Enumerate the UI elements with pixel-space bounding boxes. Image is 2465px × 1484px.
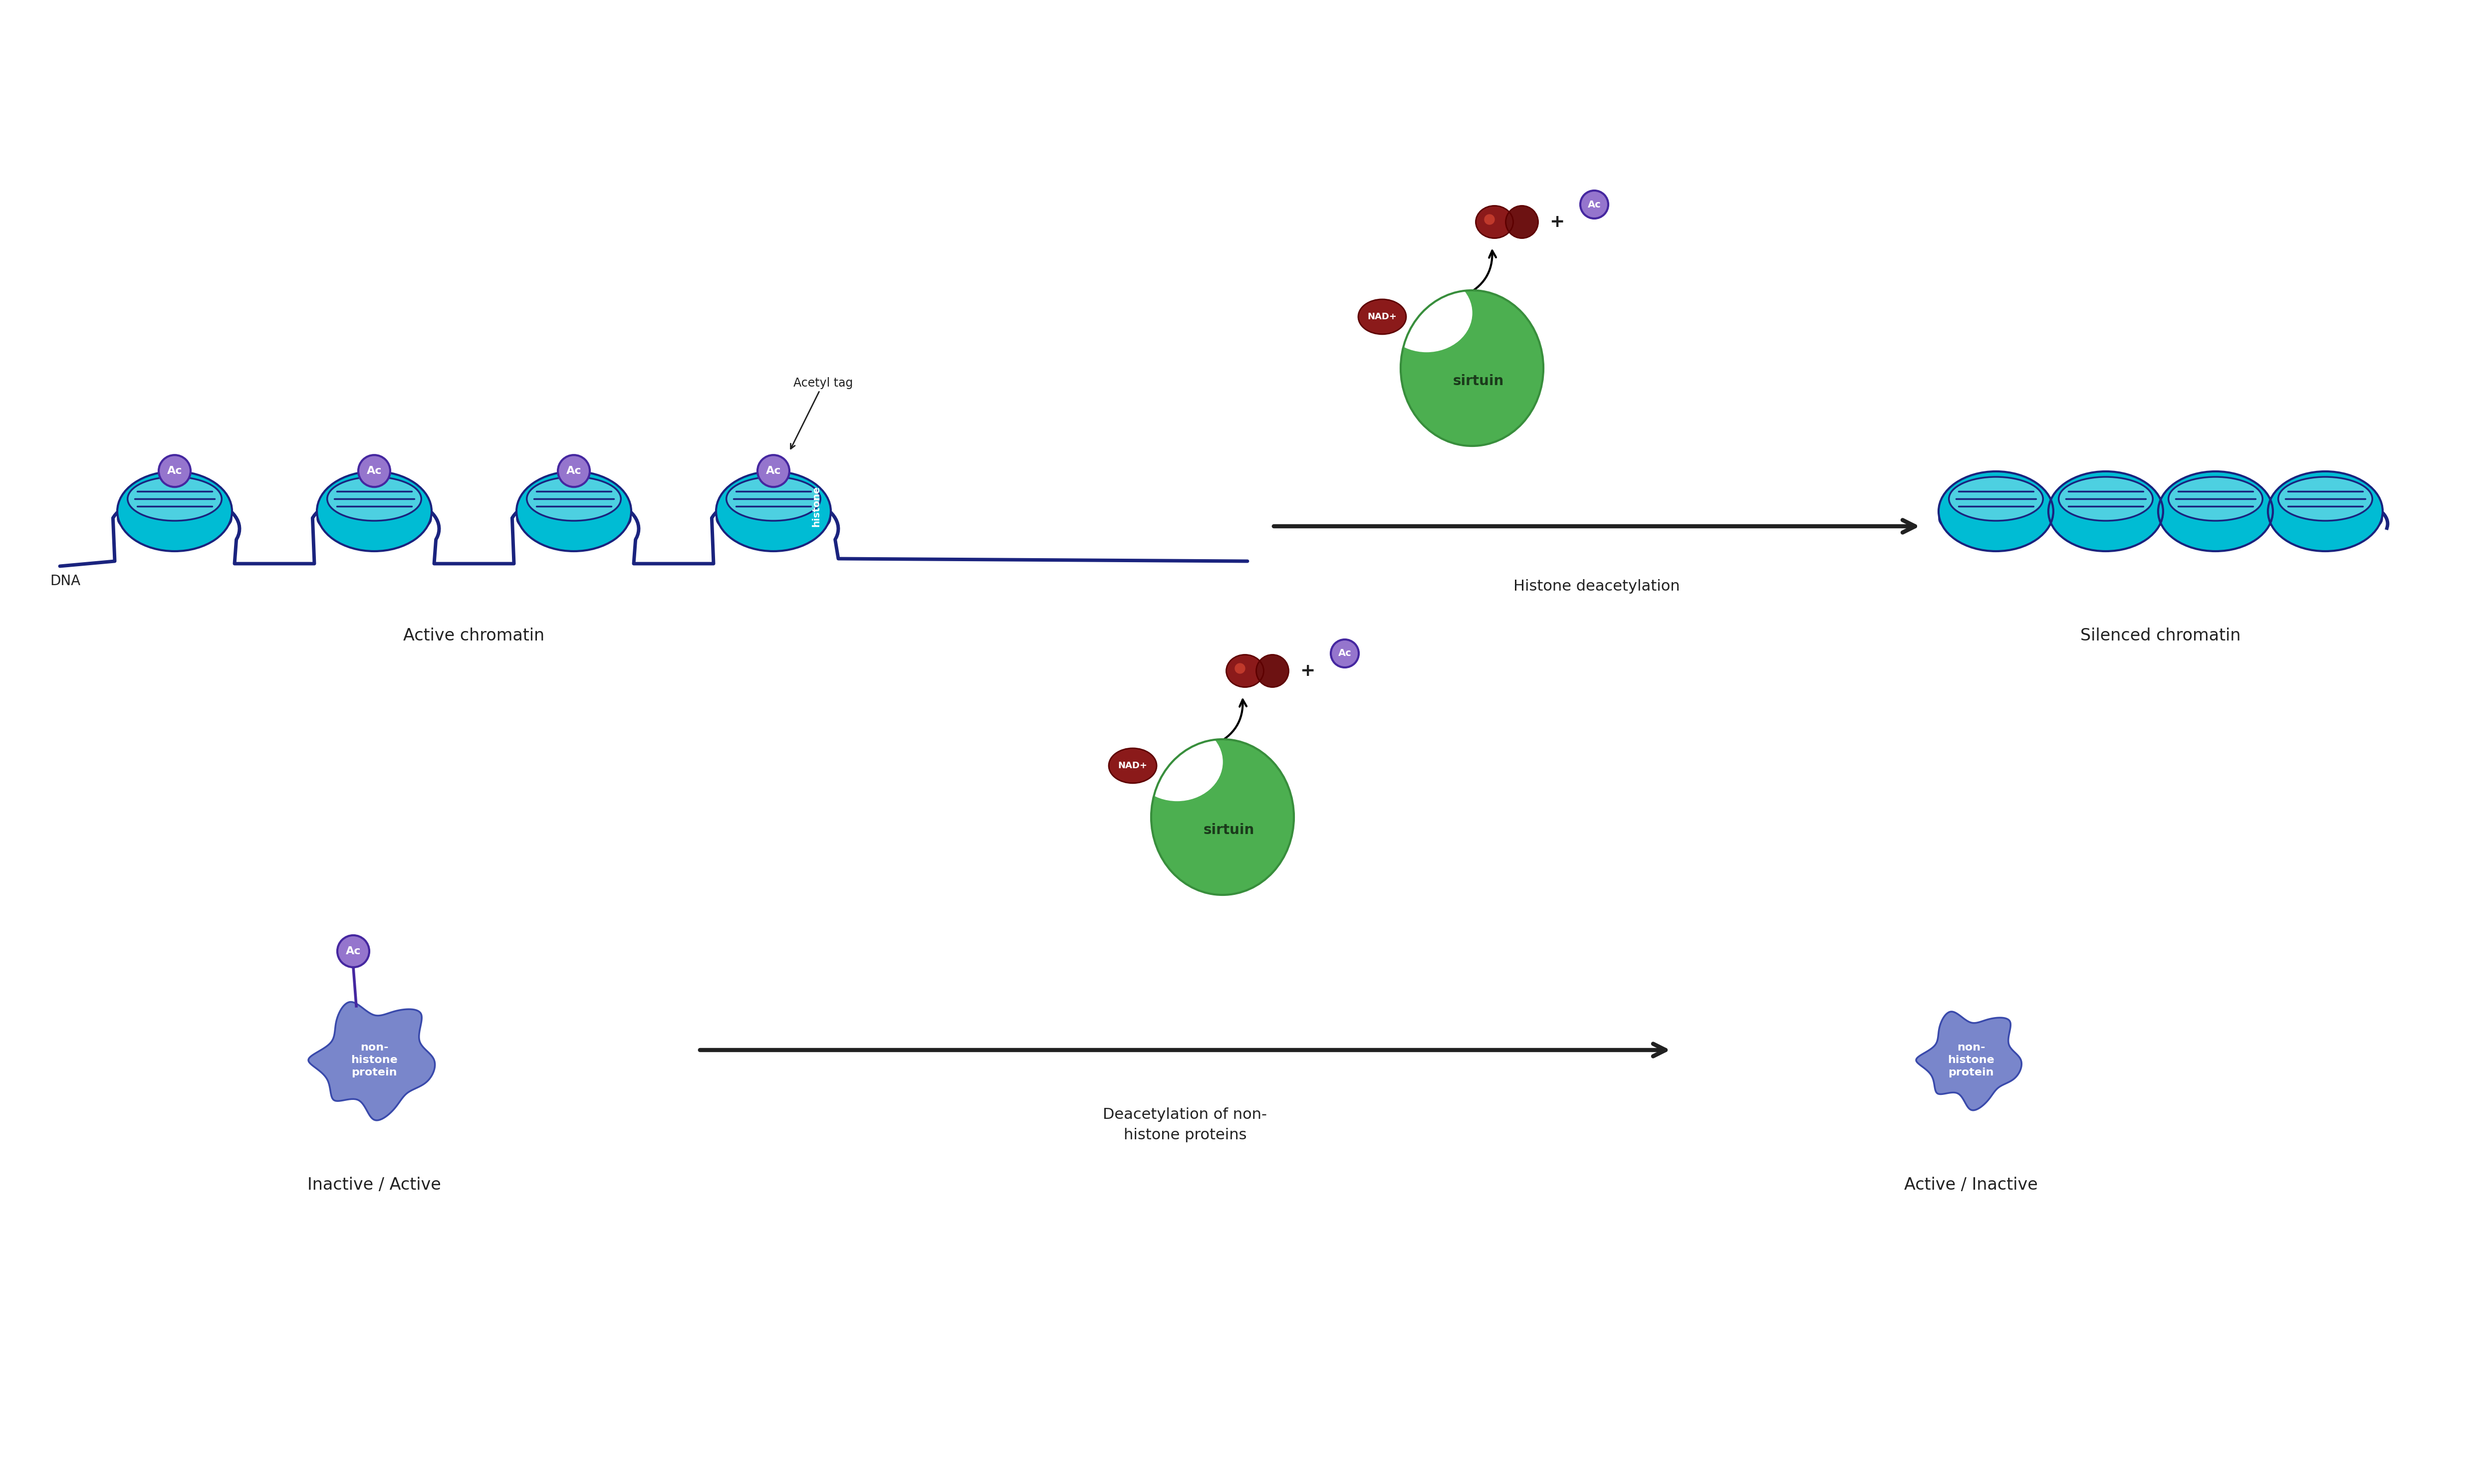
Text: Acetyl tag: Acetyl tag	[791, 377, 853, 448]
Text: Ac: Ac	[567, 466, 582, 476]
Ellipse shape	[2268, 499, 2384, 539]
Ellipse shape	[1950, 476, 2043, 521]
Circle shape	[557, 456, 589, 487]
Text: Silenced chromatin: Silenced chromatin	[2080, 628, 2241, 644]
Ellipse shape	[328, 476, 422, 521]
Text: Inactive / Active: Inactive / Active	[308, 1177, 441, 1193]
Circle shape	[338, 935, 370, 968]
Ellipse shape	[1937, 499, 2053, 539]
Circle shape	[1331, 640, 1358, 668]
Ellipse shape	[1358, 300, 1405, 334]
Text: NAD+: NAD+	[1368, 312, 1398, 321]
Text: non-
histone
protein: non- histone protein	[1947, 1043, 1994, 1077]
Ellipse shape	[318, 472, 431, 551]
Text: Deacetylation of non-
histone proteins: Deacetylation of non- histone proteins	[1102, 1107, 1267, 1143]
Ellipse shape	[2048, 499, 2164, 539]
Ellipse shape	[2159, 499, 2273, 539]
Ellipse shape	[2268, 472, 2384, 551]
Ellipse shape	[1380, 275, 1472, 352]
Ellipse shape	[1151, 739, 1294, 895]
Ellipse shape	[1131, 723, 1223, 801]
Ellipse shape	[2169, 476, 2263, 521]
Circle shape	[1580, 190, 1607, 218]
Ellipse shape	[1937, 472, 2053, 551]
Text: sirtuin: sirtuin	[1203, 824, 1255, 837]
Ellipse shape	[715, 499, 831, 539]
Text: +: +	[1299, 662, 1314, 680]
Ellipse shape	[2058, 476, 2152, 521]
Ellipse shape	[727, 476, 821, 521]
Text: sirtuin: sirtuin	[1452, 374, 1504, 389]
Polygon shape	[308, 1002, 434, 1120]
Text: Ac: Ac	[367, 466, 382, 476]
Ellipse shape	[715, 472, 831, 551]
Ellipse shape	[518, 499, 631, 539]
Circle shape	[357, 456, 389, 487]
Ellipse shape	[1257, 654, 1289, 687]
Ellipse shape	[1477, 206, 1514, 239]
Text: Ac: Ac	[168, 466, 182, 476]
Text: +: +	[1550, 214, 1565, 230]
Polygon shape	[1915, 1012, 2021, 1110]
Ellipse shape	[318, 499, 431, 539]
Circle shape	[1484, 215, 1494, 224]
Ellipse shape	[118, 499, 232, 539]
Text: Ac: Ac	[1587, 200, 1600, 209]
Ellipse shape	[2278, 476, 2371, 521]
Circle shape	[1235, 663, 1245, 674]
Text: Ac: Ac	[1338, 649, 1351, 659]
Ellipse shape	[518, 472, 631, 551]
Ellipse shape	[1109, 748, 1156, 784]
Text: NAD+: NAD+	[1119, 761, 1146, 770]
Text: Histone deacetylation: Histone deacetylation	[1514, 579, 1681, 594]
Text: non-
histone
protein: non- histone protein	[350, 1043, 397, 1077]
Circle shape	[757, 456, 789, 487]
Ellipse shape	[2159, 472, 2273, 551]
Ellipse shape	[528, 476, 621, 521]
Text: Active / Inactive: Active / Inactive	[1903, 1177, 2039, 1193]
Text: Ac: Ac	[345, 947, 360, 956]
Ellipse shape	[1506, 206, 1538, 239]
Text: Ac: Ac	[767, 466, 781, 476]
Ellipse shape	[1400, 291, 1543, 447]
Text: histone: histone	[811, 485, 821, 527]
Ellipse shape	[118, 472, 232, 551]
Ellipse shape	[128, 476, 222, 521]
Text: Active chromatin: Active chromatin	[404, 628, 545, 644]
Ellipse shape	[2048, 472, 2164, 551]
Ellipse shape	[1225, 654, 1265, 687]
Text: DNA: DNA	[49, 574, 81, 588]
Circle shape	[158, 456, 190, 487]
